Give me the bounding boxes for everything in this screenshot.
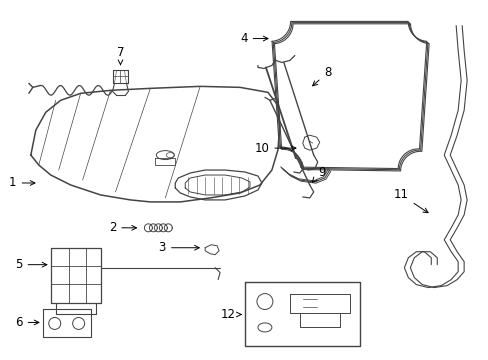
Text: 9: 9 <box>312 166 325 182</box>
Text: 8: 8 <box>312 66 331 86</box>
Text: 11: 11 <box>393 188 427 213</box>
Text: 7: 7 <box>117 46 124 65</box>
Text: 1: 1 <box>9 176 35 189</box>
Text: 10: 10 <box>254 141 295 155</box>
Text: 2: 2 <box>108 221 136 234</box>
Text: 12: 12 <box>220 308 241 321</box>
Text: 6: 6 <box>15 316 39 329</box>
Text: 4: 4 <box>240 32 267 45</box>
Text: 5: 5 <box>15 258 47 271</box>
Text: 3: 3 <box>158 241 199 254</box>
